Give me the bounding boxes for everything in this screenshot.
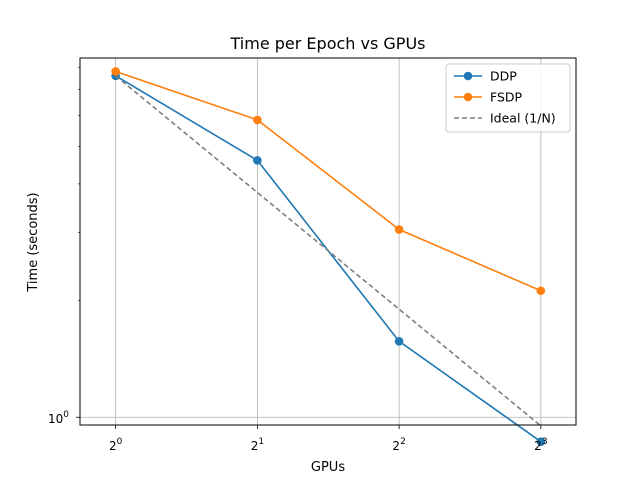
series-point-0-2 bbox=[394, 337, 404, 346]
x-tick-label-3: 23 bbox=[534, 437, 547, 453]
series-point-1-0 bbox=[111, 67, 120, 76]
legend-marker-1 bbox=[463, 92, 473, 102]
series-point-0-3 bbox=[536, 437, 546, 446]
ticks: 20 21 22 23 100 bbox=[48, 66, 548, 453]
plot-frame bbox=[79, 57, 577, 426]
series-point-1-1 bbox=[253, 115, 262, 125]
series-layer bbox=[111, 67, 546, 446]
series-line-2 bbox=[115, 75, 542, 427]
legend-label-1: FSDP bbox=[490, 90, 523, 105]
series-point-1-3 bbox=[536, 286, 546, 296]
legend-marker-0 bbox=[463, 71, 473, 81]
x-tick-label-0: 20 bbox=[109, 437, 123, 453]
chart-title: Time per Epoch vs GPUs bbox=[230, 34, 426, 53]
series-point-0-1 bbox=[253, 156, 262, 165]
series-point-1-2 bbox=[394, 225, 404, 234]
x-tick-label-2: 22 bbox=[392, 437, 405, 453]
x-tick-label-1: 21 bbox=[251, 437, 264, 453]
legend-label-0: DDP bbox=[490, 69, 517, 84]
y-tick-label-0: 100 bbox=[48, 410, 69, 426]
series-line-1 bbox=[115, 70, 542, 292]
x-axis-label: GPUs bbox=[311, 460, 345, 475]
y-axis-label: Time (seconds) bbox=[26, 192, 41, 292]
legend-box bbox=[445, 63, 571, 133]
legend: DDP FSDP Ideal (1/N) bbox=[445, 63, 571, 133]
legend-label-2: Ideal (1/N) bbox=[490, 111, 556, 126]
